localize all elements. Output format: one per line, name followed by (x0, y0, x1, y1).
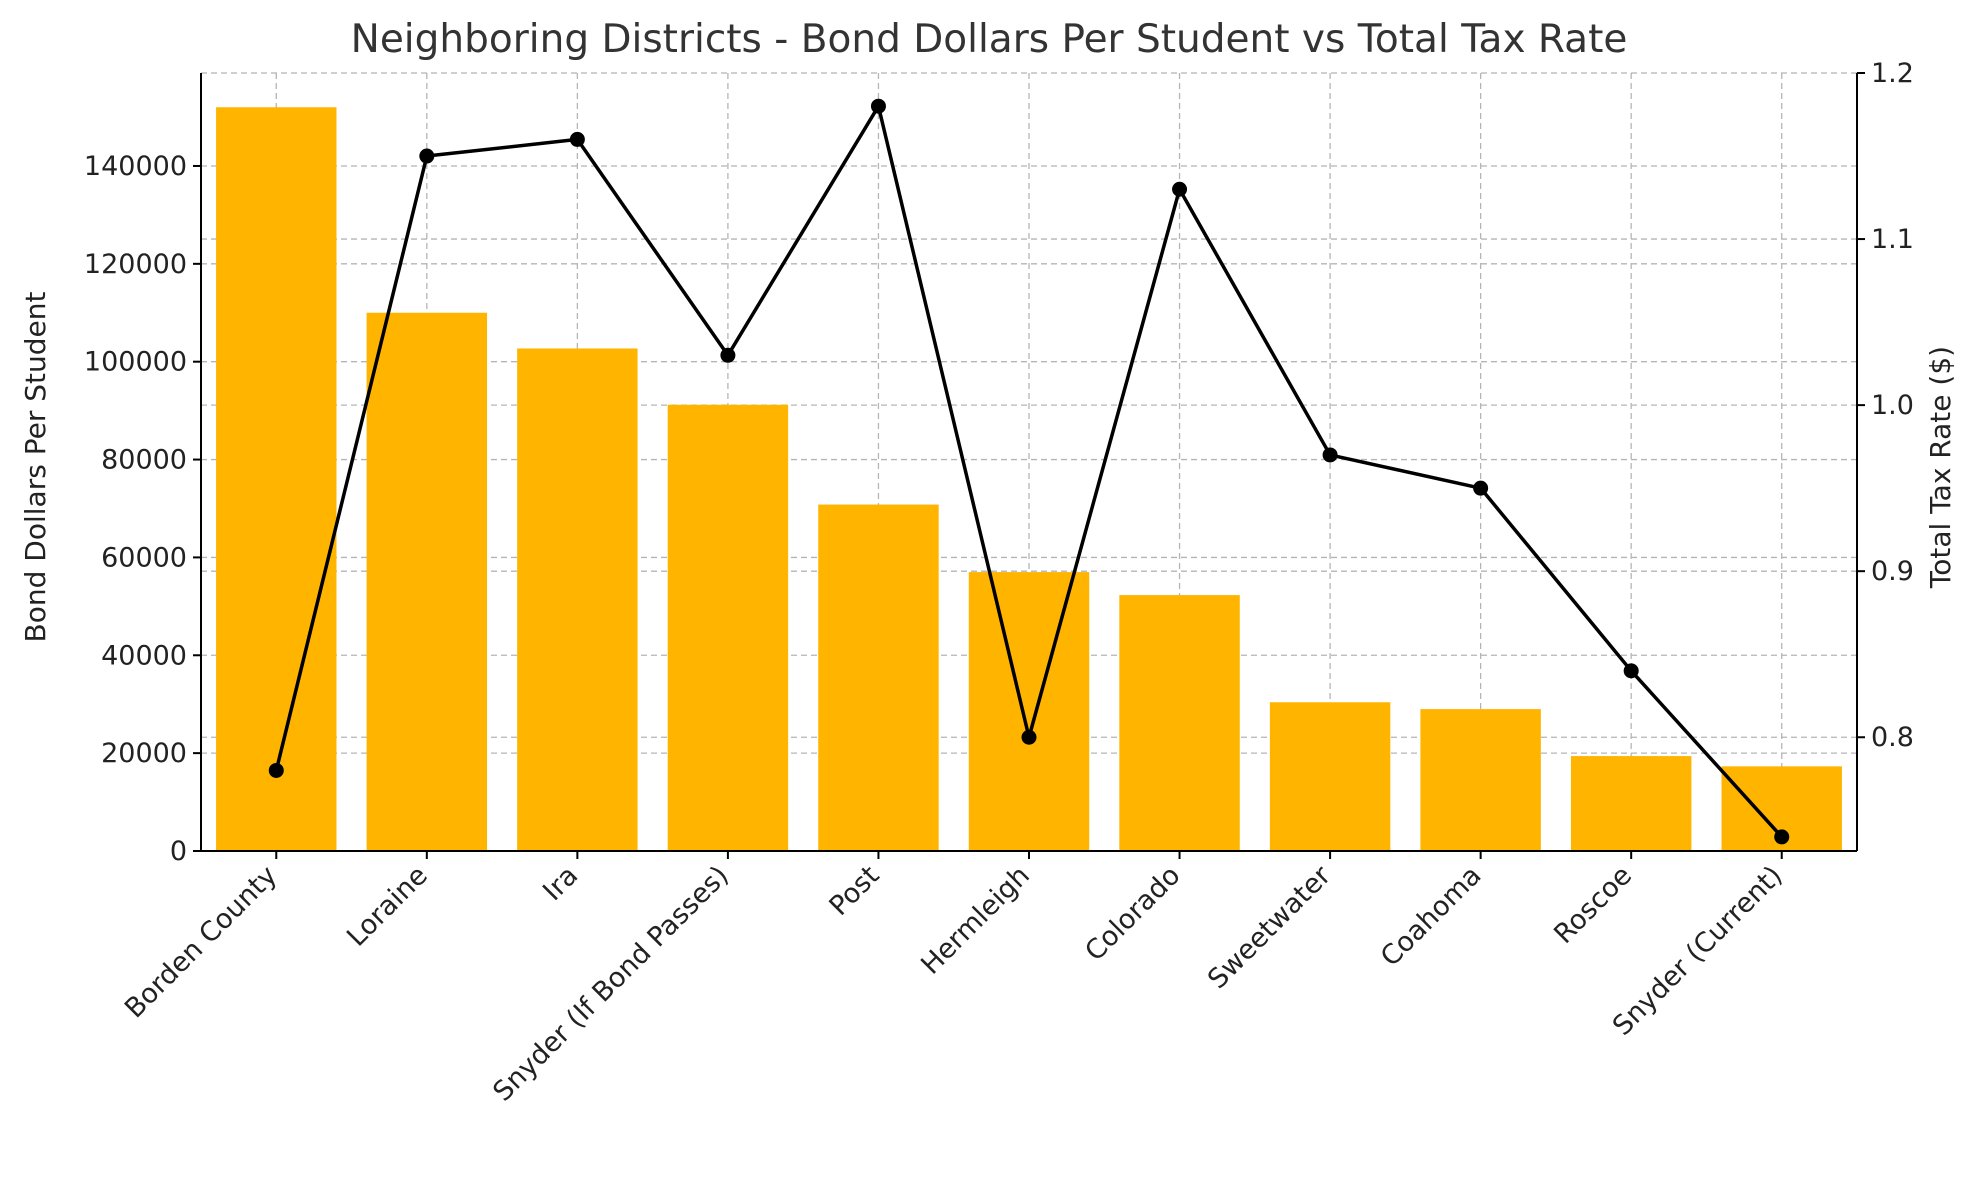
bar-5 (968, 572, 1090, 851)
right-tick-label-3: 1.1 (1871, 224, 1914, 255)
bar-0 (216, 107, 337, 851)
tax-rate-point-10 (1774, 829, 1790, 845)
x-tick-label-7: Sweetwater (1202, 859, 1338, 995)
right-axis-ticks: 0.8 0.9 1.0 1.1 1.2 (1857, 58, 1914, 753)
x-tick-label-8: Coahoma (1375, 860, 1488, 973)
right-tick-label-2: 1.0 (1871, 390, 1914, 421)
tax-rate-point-1 (419, 148, 435, 164)
bar-7 (1269, 702, 1391, 851)
tax-rate-point-8 (1473, 480, 1489, 496)
y2-axis-label: Total Tax Rate ($) (1924, 346, 1957, 589)
left-tick-label-3: 60000 (101, 542, 187, 573)
tax-rate-point-9 (1623, 663, 1639, 679)
bar-8 (1420, 709, 1541, 851)
left-tick-label-5: 100000 (84, 347, 187, 378)
x-tick-label-5: Hermleigh (915, 860, 1036, 981)
bar-series (216, 107, 1842, 852)
left-tick-label-0: 0 (170, 836, 187, 867)
left-tick-label-6: 120000 (84, 249, 187, 280)
x-tick-label-9: Roscoe (1548, 860, 1638, 950)
tax-rate-point-2 (569, 131, 585, 147)
tax-rate-point-0 (268, 762, 284, 778)
left-tick-label-7: 140000 (84, 151, 187, 182)
bar-3 (667, 404, 789, 851)
x-tick-label-2: Ira (537, 860, 584, 907)
bar-2 (517, 348, 638, 851)
right-tick-label-1: 0.9 (1871, 556, 1914, 587)
x-tick-label-10: Snyder (Current) (1607, 860, 1789, 1042)
bar-1 (366, 312, 488, 852)
x-tick-label-1: Loraine (341, 860, 434, 953)
x-tick-label-4: Post (824, 860, 886, 922)
left-tick-label-4: 80000 (101, 445, 187, 476)
bar-9 (1570, 756, 1692, 851)
x-tick-label-3: Snyder (If Bond Passes) (487, 860, 735, 1108)
right-tick-label-4: 1.2 (1871, 58, 1914, 89)
x-tick-label-0: Borden County (119, 860, 283, 1024)
left-tick-label-2: 40000 (101, 640, 187, 671)
tax-rate-point-5 (1021, 729, 1037, 745)
tax-rate-series (268, 98, 1790, 845)
tax-rate-point-6 (1172, 181, 1188, 197)
bar-4 (818, 504, 939, 851)
tax-rate-point-3 (720, 347, 736, 363)
bar-6 (1119, 595, 1240, 851)
y-axis-label: Bond Dollars Per Student (19, 292, 52, 643)
right-tick-label-0: 0.8 (1871, 722, 1914, 753)
left-axis-ticks: 0 20000 40000 60000 80000 100000 120000 140000 (84, 151, 201, 867)
tax-rate-point-7 (1322, 447, 1338, 463)
x-tick-label-6: Colorado (1079, 860, 1186, 967)
left-tick-label-1: 20000 (101, 738, 187, 769)
tax-rate-point-4 (870, 98, 886, 114)
chart-title: Neighboring Districts - Bond Dollars Per… (351, 17, 1628, 62)
